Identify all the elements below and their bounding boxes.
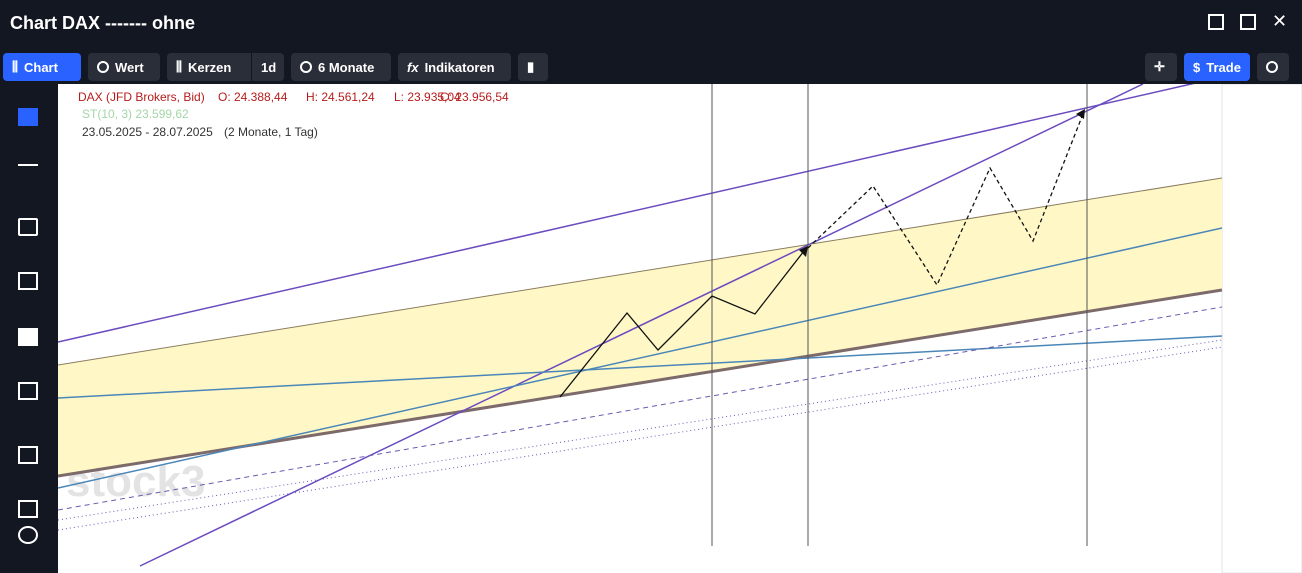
label: 1d	[261, 59, 277, 75]
window-controls: ✕	[1208, 11, 1288, 31]
label: 6 Monate	[318, 59, 375, 75]
fx-icon: fx	[407, 59, 419, 75]
legend-close: C: 23.956,54	[440, 90, 509, 104]
tool-triangle[interactable]	[18, 218, 38, 236]
tool-theme[interactable]	[18, 526, 38, 544]
trend-dashed	[58, 306, 1223, 511]
trend-blue	[58, 227, 1223, 489]
trend-purple-steep	[139, 84, 1144, 567]
range-button[interactable]: 6 Monate	[291, 53, 391, 81]
crosshair-button[interactable]: ✛	[1145, 53, 1177, 81]
projection-solid	[559, 250, 805, 398]
chart-icon: ⫼	[12, 59, 18, 74]
label: Indikatoren	[424, 59, 495, 75]
label: Chart	[23, 59, 58, 75]
price-axis	[1221, 84, 1302, 573]
channel-fill	[58, 178, 1222, 476]
arrow-head	[1076, 109, 1085, 119]
legend-low: L: 23.935,04	[394, 90, 461, 104]
tool-settings[interactable]	[18, 446, 38, 464]
legend-span: (2 Monate, 1 Tag)	[224, 125, 318, 139]
gear-icon	[1266, 61, 1278, 73]
fullscreen[interactable]	[1208, 14, 1224, 30]
legend-open: O: 24.388,44	[218, 90, 288, 104]
chart: stock3 DAX (JFD Brokers, Bid) O: 24.388,…	[58, 84, 1302, 573]
interval-button[interactable]: 1d	[252, 53, 284, 81]
label: Kerzen	[187, 59, 232, 75]
bookmark-button[interactable]: ▮	[518, 53, 548, 81]
trend-purple	[58, 84, 1195, 343]
search-icon	[97, 61, 109, 73]
channel-upper	[58, 177, 1223, 366]
wert-button[interactable]: Wert	[88, 53, 160, 81]
candle-icon: ⫼	[176, 59, 182, 74]
drawings	[58, 84, 1223, 567]
chart-button[interactable]: ⫼ Chart	[3, 53, 81, 81]
clock-icon	[300, 61, 312, 73]
popout[interactable]	[1240, 14, 1256, 30]
title-bar: Chart DAX ------- ohne ✕	[0, 0, 1302, 46]
trend-dotted	[58, 346, 1223, 531]
label: Wert	[115, 59, 144, 75]
bookmark-icon: ▮	[527, 59, 535, 74]
dollar-icon: $	[1193, 59, 1201, 75]
legend-high: H: 24.561,24	[306, 90, 375, 104]
tool-layers[interactable]	[18, 500, 38, 518]
legend-indicator: ST(10, 3) 23.599,62	[82, 107, 189, 121]
drawing-tools	[0, 84, 58, 573]
trade-button[interactable]: $ Trade	[1184, 53, 1250, 81]
legend-period: 23.05.2025 - 28.07.2025	[82, 125, 213, 139]
close[interactable]: ✕	[1272, 11, 1288, 31]
tool-text[interactable]	[18, 328, 38, 346]
kerzen-button[interactable]: ⫼ Kerzen	[167, 53, 251, 81]
legend-symbol: DAX (JFD Brokers, Bid)	[78, 90, 205, 104]
crosshair-icon: ✛	[1154, 59, 1165, 74]
legend: DAX (JFD Brokers, Bid) O: 24.388,44 H: 2…	[78, 90, 509, 139]
arrow-head	[799, 246, 808, 257]
tool-3[interactable]	[18, 108, 38, 126]
label: Trade	[1206, 59, 1241, 75]
tool-arrow[interactable]	[18, 382, 38, 400]
trend-dotted	[58, 339, 1223, 521]
tool-line[interactable]	[18, 164, 38, 166]
window-title: Chart DAX ------- ohne	[10, 13, 195, 33]
indikatoren-button[interactable]: fx Indikatoren	[398, 53, 511, 81]
tool-fib[interactable]	[18, 272, 38, 290]
trend-blue-flat	[58, 335, 1223, 399]
projection-dashed	[807, 113, 1084, 287]
settings-button[interactable]	[1257, 53, 1289, 81]
